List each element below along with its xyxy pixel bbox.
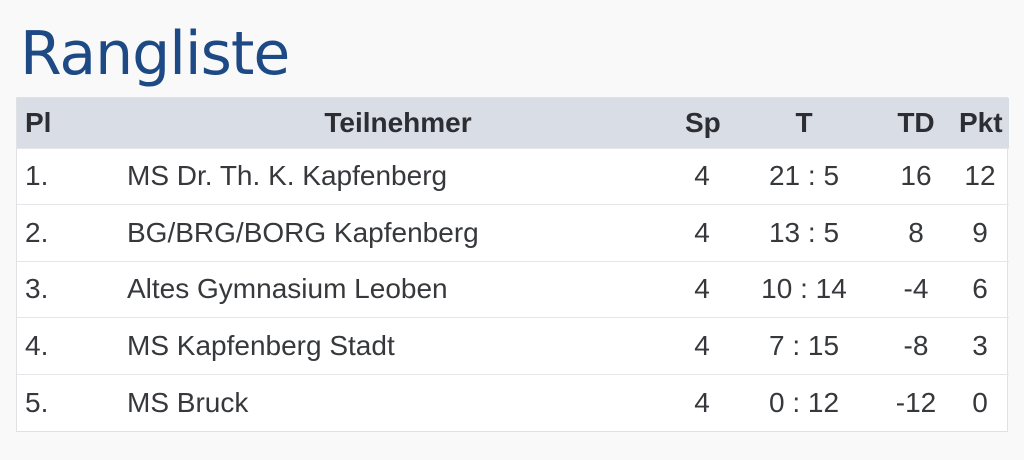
row-goal-difference: -4 bbox=[903, 273, 929, 305]
row-goals: 21 : 5 bbox=[768, 160, 840, 192]
row-participant: MS Dr. Th. K. Kapfenberg bbox=[127, 160, 448, 192]
table-row: 2. BG/BRG/BORG Kapfenberg 4 13 : 5 8 9 bbox=[17, 204, 1009, 262]
row-goal-difference: 16 bbox=[900, 160, 932, 192]
row-participant: MS Bruck bbox=[127, 386, 249, 418]
column-header-points: Pkt bbox=[959, 106, 1003, 138]
row-position: 2. bbox=[25, 216, 49, 248]
row-goals: 7 : 15 bbox=[768, 329, 840, 361]
row-points: 12 bbox=[964, 160, 996, 192]
row-games: 4 bbox=[694, 273, 710, 305]
table-row: 3. Altes Gymnasium Leoben 4 10 : 14 -4 6 bbox=[17, 261, 1009, 318]
row-games: 4 bbox=[694, 160, 710, 192]
table-row: 5. MS Bruck 4 0 : 12 -12 0 bbox=[17, 374, 1009, 431]
row-goal-difference: -12 bbox=[895, 386, 937, 418]
table-header-row: Pl Teilnehmer Sp T TD Pkt bbox=[17, 98, 1009, 148]
row-goal-difference: 8 bbox=[908, 216, 924, 248]
column-header-position: Pl bbox=[25, 106, 52, 138]
row-points: 0 bbox=[972, 386, 988, 418]
row-position: 4. bbox=[25, 329, 49, 361]
row-points: 6 bbox=[972, 273, 988, 305]
row-position: 1. bbox=[25, 160, 49, 192]
row-points: 3 bbox=[972, 329, 988, 361]
column-header-participant: Teilnehmer bbox=[324, 106, 472, 138]
column-header-games: Sp bbox=[685, 106, 721, 138]
row-participant: BG/BRG/BORG Kapfenberg bbox=[127, 216, 479, 248]
standings-table: Pl Teilnehmer Sp T TD Pkt 1. MS Dr. Th. … bbox=[16, 97, 1009, 432]
table-row: 4. MS Kapfenberg Stadt 4 7 : 15 -8 3 bbox=[17, 317, 1009, 375]
page-title: Rangliste bbox=[20, 19, 290, 89]
row-position: 5. bbox=[25, 386, 49, 418]
row-goals: 0 : 12 bbox=[768, 386, 840, 418]
row-goals: 10 : 14 bbox=[761, 273, 847, 305]
row-goal-difference: -8 bbox=[903, 329, 929, 361]
table-row: 1. MS Dr. Th. K. Kapfenberg 4 21 : 5 16 … bbox=[17, 148, 1009, 205]
row-games: 4 bbox=[694, 216, 710, 248]
row-goals: 13 : 5 bbox=[768, 216, 840, 248]
column-header-goals: T bbox=[795, 106, 813, 138]
row-points: 9 bbox=[972, 216, 988, 248]
row-participant: Altes Gymnasium Leoben bbox=[127, 273, 448, 305]
row-games: 4 bbox=[694, 329, 710, 361]
row-position: 3. bbox=[25, 273, 49, 305]
row-participant: MS Kapfenberg Stadt bbox=[127, 329, 395, 361]
row-games: 4 bbox=[694, 386, 710, 418]
column-header-goal-difference: TD bbox=[897, 106, 935, 138]
